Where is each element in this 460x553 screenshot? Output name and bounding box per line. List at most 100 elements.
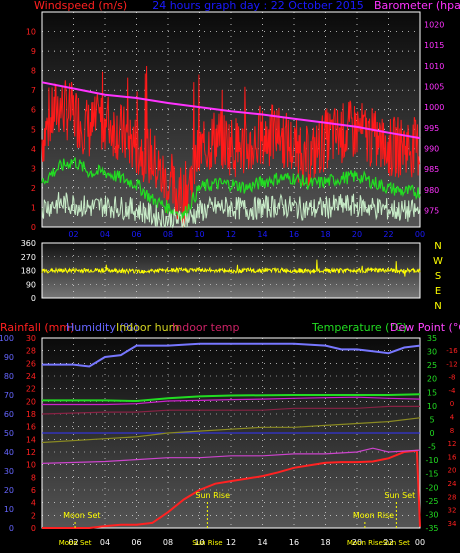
direction-tick-90: 90 xyxy=(26,280,36,289)
event-label-moon-rise: Moon Rise xyxy=(353,511,394,520)
dew-tick-12: 12 xyxy=(448,440,457,448)
barometer-line xyxy=(41,81,421,140)
rain-tick-24: 24 xyxy=(26,372,36,381)
wind-tick-3: 3 xyxy=(31,164,36,173)
event-axis-label-sun-set: Sun Set xyxy=(383,539,410,547)
dew-tick-4: 4 xyxy=(450,414,455,422)
climate-hour-16: 16 xyxy=(289,538,299,547)
climate-axes: 0102030405060708090100024681012141618202… xyxy=(0,334,458,547)
baro-tick-995: 995 xyxy=(424,124,439,133)
humidity-tick-0: 0 xyxy=(9,524,14,533)
wind-hour-20: 20 xyxy=(352,230,362,239)
humidity-tick-40: 40 xyxy=(4,448,14,457)
compass-s-2: S xyxy=(435,271,441,282)
baro-tick-975: 975 xyxy=(424,206,439,215)
direction-tick-0: 0 xyxy=(31,294,36,303)
temp-tick--30: -30 xyxy=(425,510,438,519)
wind-hour-04: 04 xyxy=(100,230,110,239)
event-label-sun-rise: Sun Rise xyxy=(195,491,230,500)
rain-tick-6: 6 xyxy=(31,486,36,495)
temp-tick--20: -20 xyxy=(425,483,438,492)
rain-tick-0: 0 xyxy=(31,524,36,533)
temp-tick--35: -35 xyxy=(425,524,438,533)
direction-tick-270: 270 xyxy=(21,253,36,262)
temperature-label: Temperature (°C) xyxy=(311,321,407,334)
direction-tick-360: 360 xyxy=(21,239,36,248)
indoor-temp-label: Indoor temp xyxy=(172,321,239,334)
wind-hour-16: 16 xyxy=(289,230,299,239)
dew-tick-20: 20 xyxy=(448,467,457,475)
humidity-tick-90: 90 xyxy=(4,353,14,362)
event-axis-label-sun-rise: Sun Rise xyxy=(192,539,222,547)
wind-hour-18: 18 xyxy=(320,230,330,239)
climate-hour-04: 04 xyxy=(100,538,110,547)
climate-series-line-2 xyxy=(42,393,421,403)
dew-tick--12: -12 xyxy=(446,360,457,368)
wind-hour-22: 22 xyxy=(383,230,393,239)
compass-w-1: W xyxy=(433,256,443,267)
wind-tick-2: 2 xyxy=(31,184,36,193)
climate-series-line-5 xyxy=(41,405,420,415)
humidity-tick-10: 10 xyxy=(4,505,14,514)
wind-average-line xyxy=(41,157,421,221)
event-axis-label-moon-set: Moon Set xyxy=(59,539,92,547)
baro-tick-1000: 1000 xyxy=(424,103,444,112)
rainfall-label: Rainfall (mm) xyxy=(0,321,74,334)
climate-series-line-0 xyxy=(42,342,421,368)
wind-lull-line xyxy=(41,192,421,229)
dew-tick-24: 24 xyxy=(448,480,457,488)
temp-tick-15: 15 xyxy=(427,388,437,397)
climate-hour-12: 12 xyxy=(226,538,236,547)
climate-hour-18: 18 xyxy=(320,538,330,547)
compass-n-4: N xyxy=(434,301,441,312)
climate-hour-20: 20 xyxy=(352,538,362,547)
wind-hour-12: 12 xyxy=(226,230,236,239)
dew-tick-34: 34 xyxy=(448,520,457,528)
humidity-tick-30: 30 xyxy=(4,467,14,476)
dew-tick-16: 16 xyxy=(448,453,457,461)
baro-tick-1015: 1015 xyxy=(424,41,444,50)
event-label-sun-set: Sun Set xyxy=(384,491,415,500)
climate-hour-10: 10 xyxy=(194,538,204,547)
dew-tick-0: 0 xyxy=(450,400,454,408)
climate-series-line-1 xyxy=(42,449,421,529)
wind-tick-10: 10 xyxy=(26,28,36,37)
barometer-label: Barometer (hpa) xyxy=(374,0,460,12)
chart-title: 24 hours graph day : 22 October 2015 xyxy=(152,0,364,12)
wind-tick-9: 9 xyxy=(31,47,36,56)
humidity-tick-60: 60 xyxy=(4,410,14,419)
dew-tick--4: -4 xyxy=(449,387,457,395)
climate-series-line-4 xyxy=(41,417,421,444)
dew-tick--16: -16 xyxy=(446,347,458,355)
baro-tick-1005: 1005 xyxy=(424,82,444,91)
rain-tick-16: 16 xyxy=(26,423,36,432)
wind-axes: 0123456789109759809859909951000100510101… xyxy=(26,20,445,239)
climate-hour-08: 08 xyxy=(163,538,173,547)
humidity-tick-20: 20 xyxy=(4,486,14,495)
wind-tick-8: 8 xyxy=(31,67,36,76)
temp-tick-10: 10 xyxy=(427,402,437,411)
dew-tick-28: 28 xyxy=(448,493,457,501)
climate-hour-00: 00 xyxy=(415,538,425,547)
rain-tick-30: 30 xyxy=(26,334,36,343)
wind-hour-02: 02 xyxy=(68,230,78,239)
dew-tick--8: -8 xyxy=(449,374,456,382)
temp-tick--15: -15 xyxy=(425,470,438,479)
baro-tick-1010: 1010 xyxy=(424,62,444,71)
indoor-hum-label: Indoor hum xyxy=(116,321,179,334)
wind-tick-1: 1 xyxy=(31,203,36,212)
rain-tick-10: 10 xyxy=(26,461,36,470)
compass-n-0: N xyxy=(434,241,441,252)
event-label-moon-set: Moon Set xyxy=(63,511,100,520)
dew-point-label: Dew Point (°C) xyxy=(390,321,460,334)
rain-tick-8: 8 xyxy=(31,473,36,482)
climate-grid xyxy=(42,337,421,529)
humidity-tick-70: 70 xyxy=(4,391,14,400)
baro-tick-980: 980 xyxy=(424,186,439,195)
rain-tick-26: 26 xyxy=(26,359,36,368)
humidity-label: Humidity (%) xyxy=(66,321,138,334)
baro-tick-990: 990 xyxy=(424,144,439,153)
rain-tick-20: 20 xyxy=(26,397,36,406)
